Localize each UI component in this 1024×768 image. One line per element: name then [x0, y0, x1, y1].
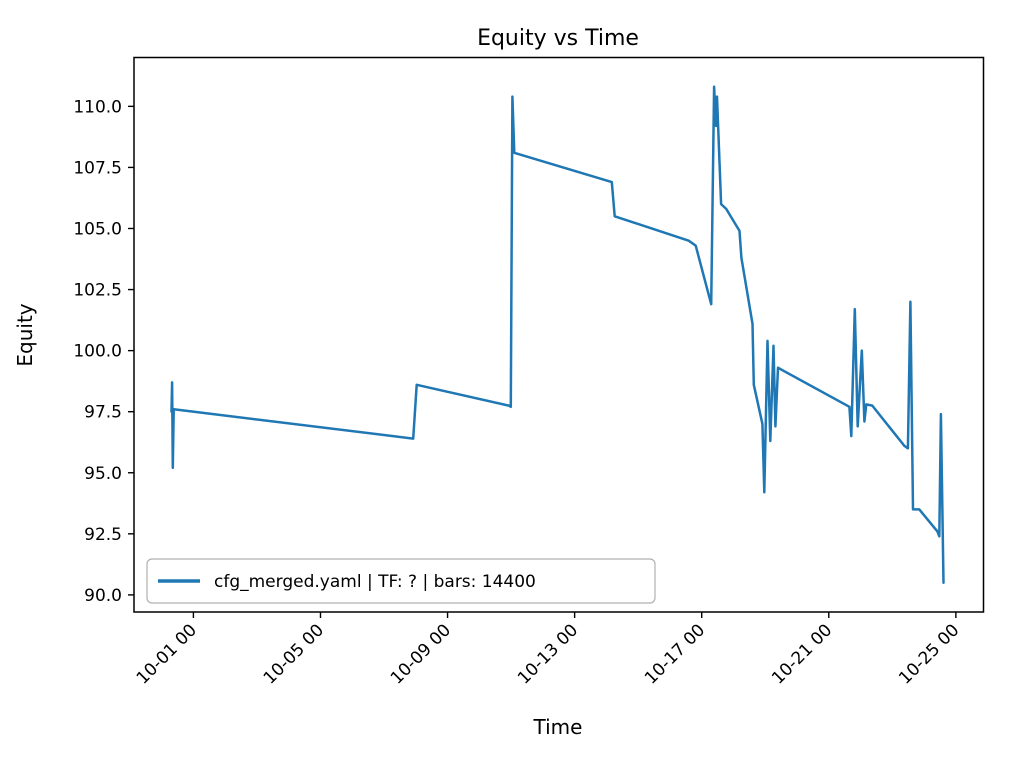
legend-label: cfg_merged.yaml | TF: ? | bars: 14400: [214, 572, 536, 592]
x-tick-label: 10-05 00: [260, 620, 328, 688]
x-tick-label: 10-13 00: [514, 620, 582, 688]
y-tick-label: 102.5: [73, 281, 122, 301]
legend-box: [146, 558, 656, 604]
legend: cfg_merged.yaml | TF: ? | bars: 14400: [146, 558, 656, 604]
y-tick-label: 92.5: [84, 525, 122, 545]
x-tick-label: 10-17 00: [641, 620, 709, 688]
y-tick-label: 90.0: [84, 586, 122, 606]
x-axis-ticks: 10-01 00 10-05 00 10-09 00 10-13 00 10-17 00…: [133, 612, 963, 689]
y-tick-label: 95.0: [84, 464, 122, 484]
y-tick-label: 105.0: [73, 219, 122, 239]
y-tick-label: 100.0: [73, 342, 122, 362]
equity-line: [170, 85, 945, 584]
y-tick-label: 107.5: [73, 158, 122, 178]
x-axis-label: Time: [533, 715, 583, 739]
y-tick-label: 97.5: [84, 403, 122, 423]
x-tick-label: 10-25 00: [895, 620, 963, 688]
y-tick-label: 110.0: [73, 97, 122, 117]
x-tick-label: 10-01 00: [133, 620, 201, 688]
y-axis-label: Equity: [13, 303, 37, 366]
plot-area: [133, 56, 985, 613]
chart-title: Equity vs Time: [477, 26, 639, 51]
x-tick-label: 10-21 00: [768, 620, 836, 688]
y-axis-ticks: 90.0 92.5 95.0 97.5 100.0 102.5 105.0 107.5 110.…: [73, 97, 134, 606]
x-tick-label: 10-09 00: [387, 620, 455, 688]
